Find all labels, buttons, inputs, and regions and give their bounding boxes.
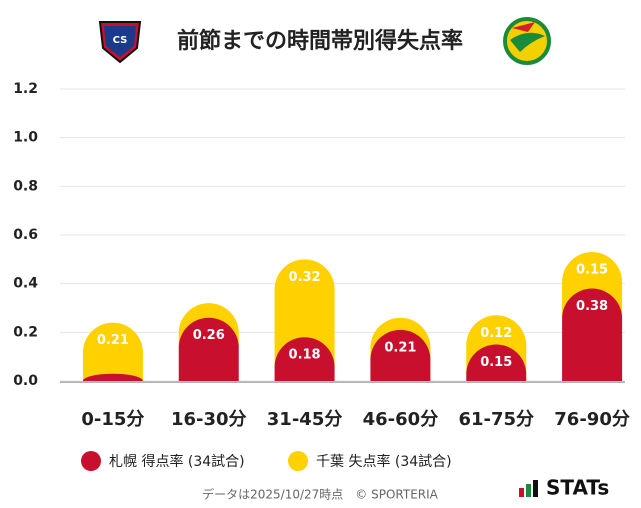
y-tick-label: 0.8: [13, 178, 38, 194]
y-tick-label: 0.0: [13, 373, 38, 389]
y-tick-label: 0.4: [13, 276, 38, 292]
svg-text:CS: CS: [113, 35, 128, 46]
legend: 札幌 得点率 (34試合) 千葉 失点率 (34試合): [81, 451, 452, 471]
value-label: 0.38: [576, 299, 608, 314]
value-label: 0.15: [480, 355, 512, 370]
bar-segment: [82, 322, 143, 381]
legend-label: 札幌 得点率 (34試合): [109, 453, 245, 470]
x-tick-label: 61-75分: [458, 409, 534, 430]
value-label: 0.15: [576, 263, 608, 278]
value-label: 0.21: [97, 333, 129, 348]
chiba-logo: [503, 17, 551, 65]
brand: STATs: [546, 476, 609, 500]
legend-swatch: [288, 451, 308, 471]
value-label: 0.12: [480, 326, 512, 341]
value-label: 0.18: [289, 348, 321, 363]
x-tick-label: 0-15分: [81, 409, 144, 430]
value-label: 0.21: [384, 340, 416, 355]
bar-segment: [466, 344, 527, 381]
x-tick-label: 76-90分: [554, 409, 630, 430]
bar-segment: [562, 288, 623, 381]
stats-logo: STATs: [519, 476, 609, 500]
bar-segment: [82, 373, 143, 381]
legend-swatch: [81, 451, 101, 471]
bar-segment: [370, 329, 431, 381]
footer: データは2025/10/27時点 © SPORTERIA: [202, 487, 439, 502]
value-label: 0.32: [289, 270, 321, 285]
x-tick-label: 16-30分: [171, 409, 247, 430]
x-tick-label: 46-60分: [363, 409, 439, 430]
bar-segment: [274, 259, 335, 368]
x-tick-label: 31-45分: [267, 409, 343, 430]
value-label: 0.26: [193, 328, 225, 343]
y-tick-label: 0.6: [13, 227, 38, 243]
bar-segment: [274, 337, 335, 381]
y-tick-label: 1.0: [13, 130, 38, 146]
y-tick-label: 1.2: [13, 81, 38, 97]
chart-title: 前節までの時間帯別得失点率: [177, 28, 463, 54]
y-tick-label: 0.2: [13, 324, 38, 340]
sapporo-logo: CS: [98, 21, 142, 64]
grid: [60, 88, 625, 382]
bar-segment: [178, 317, 239, 381]
legend-label: 千葉 失点率 (34試合): [316, 453, 452, 470]
